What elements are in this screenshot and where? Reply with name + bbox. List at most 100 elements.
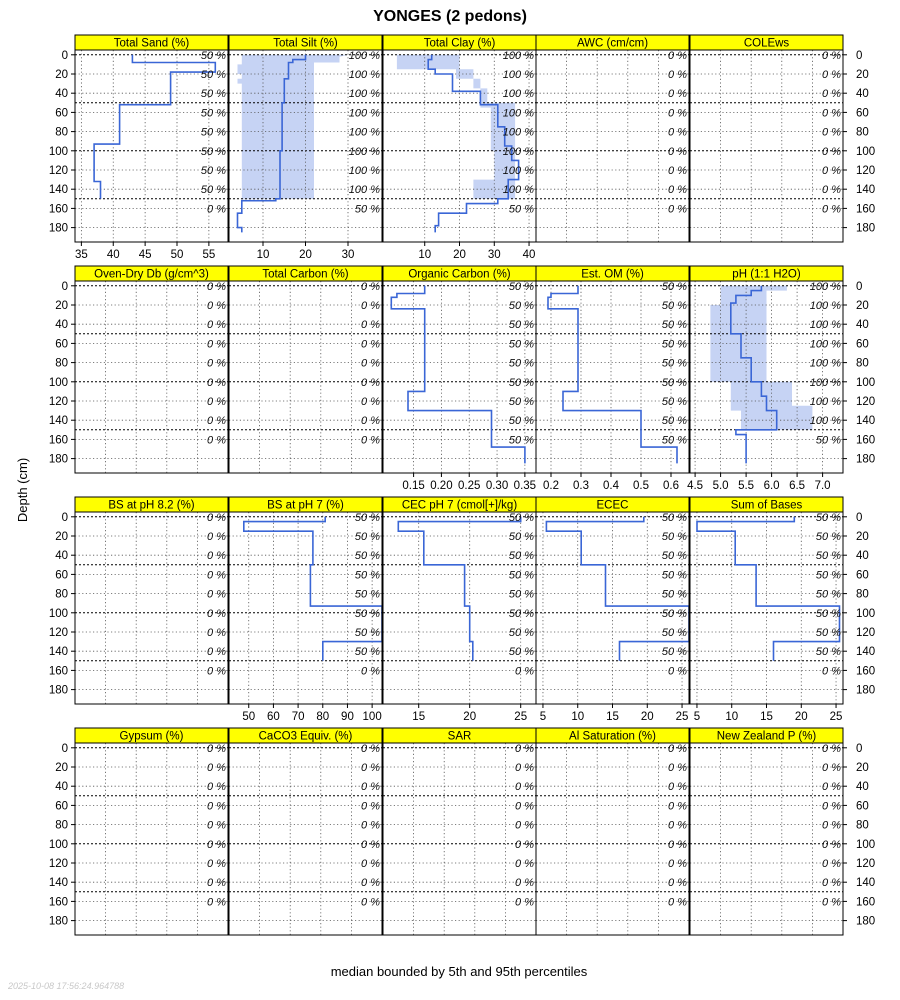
contribution-label: 50 % [509, 338, 534, 350]
contribution-label: 50 % [816, 589, 841, 601]
contribution-label: 100 % [810, 415, 841, 427]
y-tick-label: 100 [49, 377, 68, 389]
x-tick-label: 15 [760, 711, 773, 723]
contribution-label: 0 % [822, 184, 841, 196]
panel-frame [535, 49, 690, 243]
x-tick-label: 100 [363, 711, 382, 723]
contribution-label: 50 % [662, 319, 687, 331]
contribution-label: 50 % [662, 358, 687, 370]
y-tick-label: 100 [856, 839, 875, 851]
contribution-label: 50 % [509, 319, 534, 331]
y-tick-label: 120 [856, 396, 875, 408]
panel-title: Al Saturation (%) [569, 731, 656, 743]
x-tick-label: 55 [202, 249, 215, 261]
x-tick-label: 0.30 [486, 480, 508, 492]
x-tick-label: 30 [342, 249, 355, 261]
contribution-label: 50 % [201, 184, 226, 196]
contribution-label: 0 % [361, 377, 380, 389]
panel: Organic Carbon (%)50 %50 %50 %50 %50 %50… [382, 265, 537, 492]
panel: Total Clay (%) 100 % 100 % 100 % 100 % 100 % 1… [382, 34, 537, 261]
contribution-label: 50 % [509, 434, 534, 446]
contribution-label: 0 % [668, 50, 687, 62]
panel-frame [535, 742, 690, 936]
y-tick-label: 0 [856, 743, 862, 755]
y-tick-label: 140 [856, 184, 875, 196]
y-tick-label: 0 [856, 281, 862, 293]
contribution-label: 50 % [201, 107, 226, 119]
contribution-label: 0 % [668, 88, 687, 100]
contribution-label: 100 % [349, 69, 380, 81]
contribution-label: 50 % [816, 569, 841, 581]
y-tick-label: 100 [856, 608, 875, 620]
panel-title: Total Clay (%) [424, 38, 496, 50]
panel-title: BS at pH 7 (%) [267, 500, 344, 512]
contribution-label: 0 % [207, 531, 226, 543]
contribution-label: 0 % [361, 800, 380, 812]
contribution-label: 0 % [515, 896, 534, 908]
x-tick-label: 5.0 [713, 480, 729, 492]
contribution-label: 50 % [662, 531, 687, 543]
median-line [390, 285, 526, 464]
panel-title: Organic Carbon (%) [408, 269, 510, 281]
y-tick-label: 80 [856, 820, 869, 832]
contribution-label: 0 % [207, 800, 226, 812]
contribution-label: 50 % [662, 396, 687, 408]
contribution-label: 50 % [662, 281, 687, 293]
x-tick-label: 6.0 [764, 480, 780, 492]
contribution-label: 50 % [509, 377, 534, 389]
panel: COLEws 0 % 0 % 0 % 0 % 0 % 0 % 0 % 0 % 0 % [689, 34, 844, 243]
contribution-label: 0 % [361, 762, 380, 774]
panel-title: BS at pH 8.2 (%) [108, 500, 194, 512]
y-tick-label: 20 [55, 762, 68, 774]
x-tick-label: 0.15 [402, 480, 424, 492]
x-tick-label: 7.0 [815, 480, 831, 492]
y-tick-label: 0 [62, 512, 68, 524]
y-tick-label: 180 [49, 223, 68, 235]
y-tick-label: 140 [856, 415, 875, 427]
contribution-label: 50 % [355, 646, 380, 658]
contribution-label: 50 % [355, 512, 380, 524]
x-tick-label: 15 [412, 711, 425, 723]
contribution-label: 0 % [361, 415, 380, 427]
contribution-label: 0 % [207, 338, 226, 350]
y-tick-label: 140 [49, 646, 68, 658]
y-tick-label: 20 [856, 762, 869, 774]
x-tick-label: 5.5 [738, 480, 754, 492]
contribution-label: 100 % [810, 300, 841, 312]
contribution-label: 50 % [816, 531, 841, 543]
y-tick-label: 180 [856, 685, 875, 697]
contribution-label: 50 % [816, 550, 841, 562]
contribution-label: 0 % [668, 820, 687, 832]
contribution-label: 0 % [207, 569, 226, 581]
panel-title: Sum of Bases [731, 500, 803, 512]
y-tick-label: 60 [55, 107, 68, 119]
contribution-label: 50 % [201, 165, 226, 177]
x-tick-label: 20 [299, 249, 312, 261]
contribution-label: 0 % [207, 415, 226, 427]
contribution-label: 0 % [822, 781, 841, 793]
contribution-label: 100 % [503, 184, 534, 196]
contribution-label: 0 % [515, 839, 534, 851]
median-line [243, 516, 383, 661]
y-tick-label: 20 [55, 69, 68, 81]
contribution-label: 0 % [361, 319, 380, 331]
x-tick-label: 15 [606, 711, 619, 723]
panel-grid: Total Sand (%)50 %50 %50 %50 %50 %50 %50… [49, 34, 875, 936]
contribution-label: 0 % [668, 743, 687, 755]
x-tick-label: 10 [257, 249, 270, 261]
contribution-label: 0 % [207, 896, 226, 908]
contribution-label: 0 % [668, 165, 687, 177]
y-tick-label: 80 [55, 589, 68, 601]
y-tick-label: 40 [856, 781, 869, 793]
contribution-label: 0 % [207, 820, 226, 832]
panel-title: ECEC [597, 500, 629, 512]
x-tick-label: 20 [641, 711, 654, 723]
y-tick-label: 120 [856, 165, 875, 177]
contribution-label: 50 % [662, 377, 687, 389]
contribution-label: 0 % [668, 781, 687, 793]
contribution-label: 0 % [207, 839, 226, 851]
contribution-label: 0 % [207, 300, 226, 312]
x-tick-label: 0.4 [603, 480, 620, 492]
y-tick-label: 80 [55, 358, 68, 370]
